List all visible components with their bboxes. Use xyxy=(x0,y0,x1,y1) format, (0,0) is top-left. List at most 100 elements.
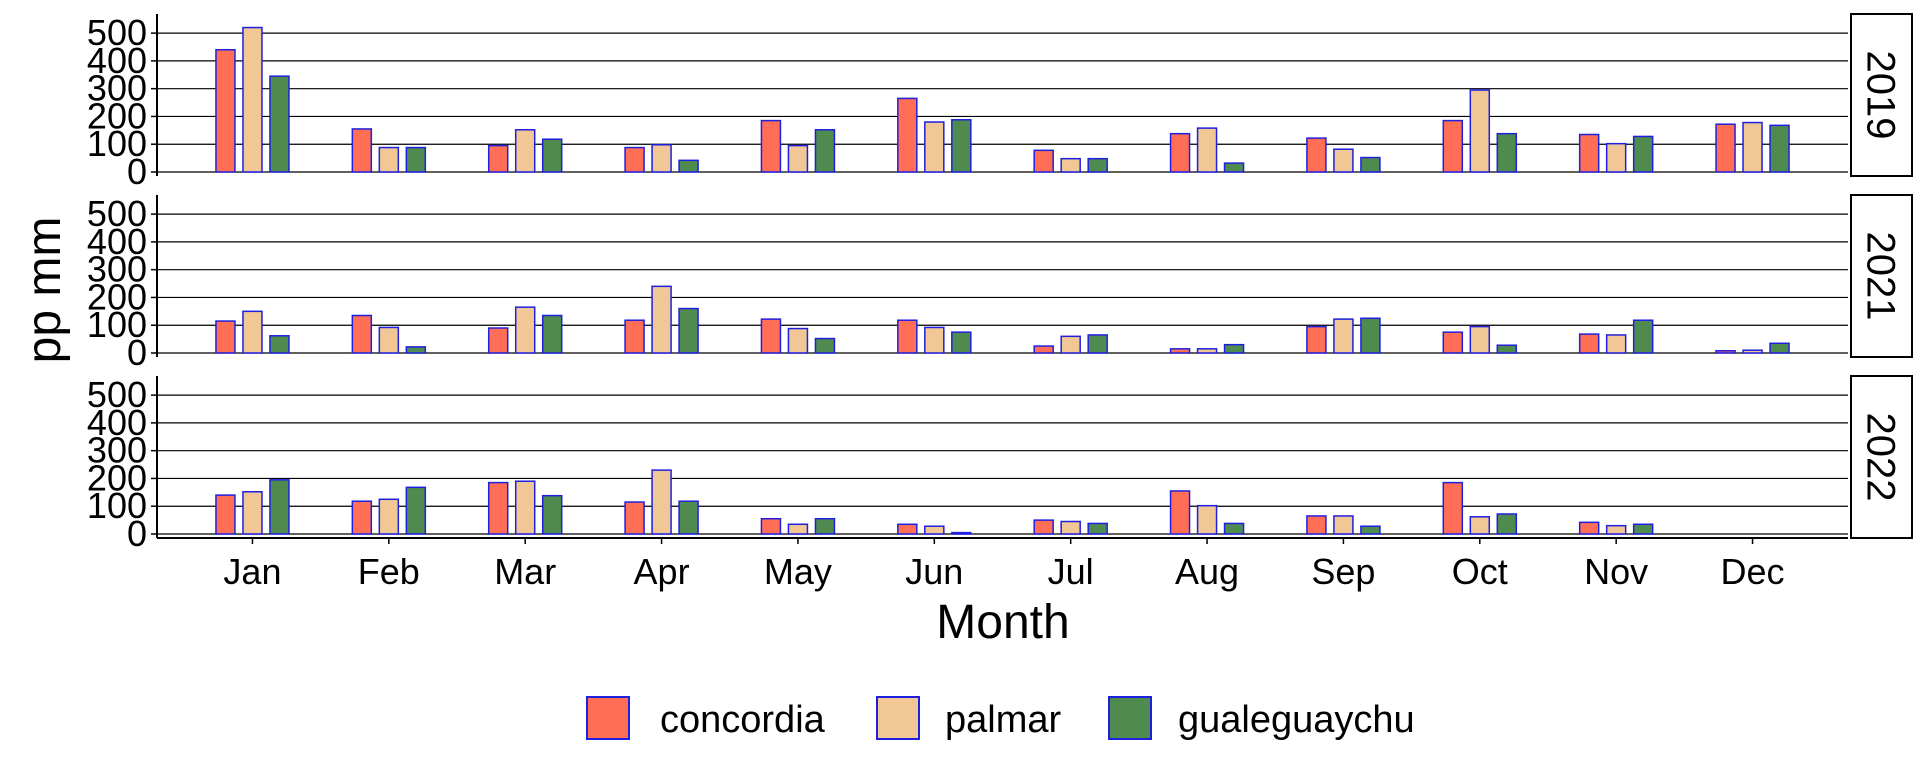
bar-concordia-mar-2022 xyxy=(487,481,509,535)
bar-palmar-may-2021 xyxy=(787,327,809,354)
y-tick-label: 500 xyxy=(87,374,147,415)
bar-concordia-oct-2019 xyxy=(1442,119,1464,173)
y-tick-label: 0 xyxy=(127,332,147,373)
bar-palmar-jan-2022 xyxy=(242,491,263,535)
bar-gualeguaychu-may-2019 xyxy=(814,129,836,173)
y-tick-label: 200 xyxy=(87,95,147,136)
legend-label: palmar xyxy=(945,699,1061,741)
bar-gualeguaychu-mar-2021 xyxy=(541,314,563,354)
legend-item-concordia: concordia xyxy=(586,696,826,741)
bar-gualeguaychu-feb-2019 xyxy=(405,146,427,173)
facet-strip xyxy=(1850,13,1913,177)
bar-palmar-feb-2022 xyxy=(378,498,400,535)
x-tick-label: May xyxy=(764,551,832,592)
bar-palmar-jul-2021 xyxy=(1060,335,1081,354)
bar-palmar-mar-2019 xyxy=(514,129,536,173)
bar-gualeguaychu-mar-2019 xyxy=(541,138,563,173)
bar-concordia-jun-2022 xyxy=(897,523,918,535)
bar-palmar-jul-2019 xyxy=(1060,157,1081,173)
bar-palmar-dec-2019 xyxy=(1742,121,1763,173)
y-tick-label: 300 xyxy=(87,249,147,290)
bar-gualeguaychu-nov-2021 xyxy=(1632,319,1654,354)
bar-gualeguaychu-feb-2022 xyxy=(405,486,427,535)
facet-strip xyxy=(1850,194,1913,358)
bar-palmar-jan-2019 xyxy=(242,26,263,173)
bar-palmar-mar-2021 xyxy=(514,306,536,354)
facet-panels: 0100200300400500201901002003004005002021… xyxy=(87,12,1913,554)
bar-concordia-jan-2019 xyxy=(215,49,236,173)
x-tick-label: Jul xyxy=(1048,551,1094,592)
y-tick-label: 300 xyxy=(87,68,147,109)
bar-palmar-may-2022 xyxy=(787,523,809,535)
bar-gualeguaychu-jan-2021 xyxy=(269,335,290,354)
bar-palmar-nov-2019 xyxy=(1605,142,1627,173)
y-tick-label: 400 xyxy=(87,40,147,81)
bar-gualeguaychu-mar-2022 xyxy=(541,494,563,535)
bar-palmar-apr-2021 xyxy=(651,285,672,354)
bar-palmar-jul-2022 xyxy=(1060,520,1081,535)
legend-label: gualeguaychu xyxy=(1178,699,1415,741)
bar-gualeguaychu-oct-2019 xyxy=(1496,132,1518,173)
bar-gualeguaychu-jun-2021 xyxy=(951,331,972,354)
bar-palmar-jun-2019 xyxy=(924,121,945,173)
y-tick-label: 100 xyxy=(87,304,147,345)
bar-palmar-aug-2022 xyxy=(1196,504,1218,535)
legend-swatch xyxy=(876,696,920,740)
x-tick-label: Sep xyxy=(1311,551,1375,592)
y-tick-label: 100 xyxy=(87,485,147,526)
bar-gualeguaychu-aug-2022 xyxy=(1223,522,1245,535)
bar-concordia-sep-2021 xyxy=(1306,325,1327,354)
legend-swatch xyxy=(586,696,630,740)
bar-concordia-feb-2021 xyxy=(351,314,373,354)
bar-gualeguaychu-oct-2022 xyxy=(1496,513,1518,535)
y-tick-label: 100 xyxy=(87,123,147,164)
bar-concordia-jul-2022 xyxy=(1033,519,1054,535)
x-axis: Jan Feb Mar Apr May Jun Jul Aug Sep Oct Nov Dec xyxy=(157,537,1848,592)
bar-gualeguaychu-apr-2019 xyxy=(678,159,699,173)
bar-concordia-jun-2019 xyxy=(897,97,918,173)
bar-concordia-feb-2019 xyxy=(351,128,373,173)
facet-strip xyxy=(1850,375,1913,539)
x-tick-label: Aug xyxy=(1175,551,1239,592)
bar-gualeguaychu-jan-2022 xyxy=(269,479,290,535)
x-tick-label: Jun xyxy=(905,551,963,592)
bar-palmar-sep-2021 xyxy=(1333,318,1354,354)
bar-gualeguaychu-may-2022 xyxy=(814,517,836,535)
bar-palmar-mar-2022 xyxy=(514,480,536,535)
bar-palmar-oct-2021 xyxy=(1469,325,1491,354)
x-tick-label: Oct xyxy=(1452,551,1508,592)
bar-concordia-sep-2022 xyxy=(1306,515,1327,535)
bar-concordia-dec-2019 xyxy=(1715,123,1736,173)
bar-gualeguaychu-feb-2021 xyxy=(405,346,427,354)
x-axis-title: Month xyxy=(936,596,1069,649)
y-tick-label: 500 xyxy=(87,12,147,53)
bar-concordia-nov-2019 xyxy=(1578,133,1600,173)
bar-concordia-oct-2021 xyxy=(1442,331,1464,354)
bar-concordia-jun-2021 xyxy=(897,319,918,354)
bar-concordia-jul-2021 xyxy=(1033,345,1054,354)
bar-gualeguaychu-aug-2019 xyxy=(1223,162,1245,173)
bar-concordia-may-2022 xyxy=(760,517,782,535)
bar-palmar-dec-2021 xyxy=(1742,349,1763,354)
bar-concordia-apr-2021 xyxy=(624,319,645,354)
bar-palmar-nov-2022 xyxy=(1605,524,1627,535)
bar-palmar-feb-2019 xyxy=(378,146,400,173)
bar-concordia-jul-2019 xyxy=(1033,149,1054,173)
bar-palmar-jan-2021 xyxy=(242,310,263,354)
y-tick-label: 400 xyxy=(87,402,147,443)
legend-swatch xyxy=(1108,696,1152,740)
y-axis-title: pp mm xyxy=(18,217,71,364)
bar-concordia-oct-2022 xyxy=(1442,481,1464,535)
y-tick-label: 200 xyxy=(87,457,147,498)
x-tick-label: Mar xyxy=(494,551,556,592)
bar-concordia-may-2019 xyxy=(760,119,782,173)
bar-concordia-feb-2022 xyxy=(351,500,373,535)
facet-label: 2022 xyxy=(1859,413,1903,502)
x-tick-label: Jan xyxy=(223,551,281,592)
bar-palmar-aug-2021 xyxy=(1196,348,1218,354)
bar-gualeguaychu-dec-2019 xyxy=(1769,124,1790,173)
bar-concordia-mar-2021 xyxy=(487,327,509,354)
